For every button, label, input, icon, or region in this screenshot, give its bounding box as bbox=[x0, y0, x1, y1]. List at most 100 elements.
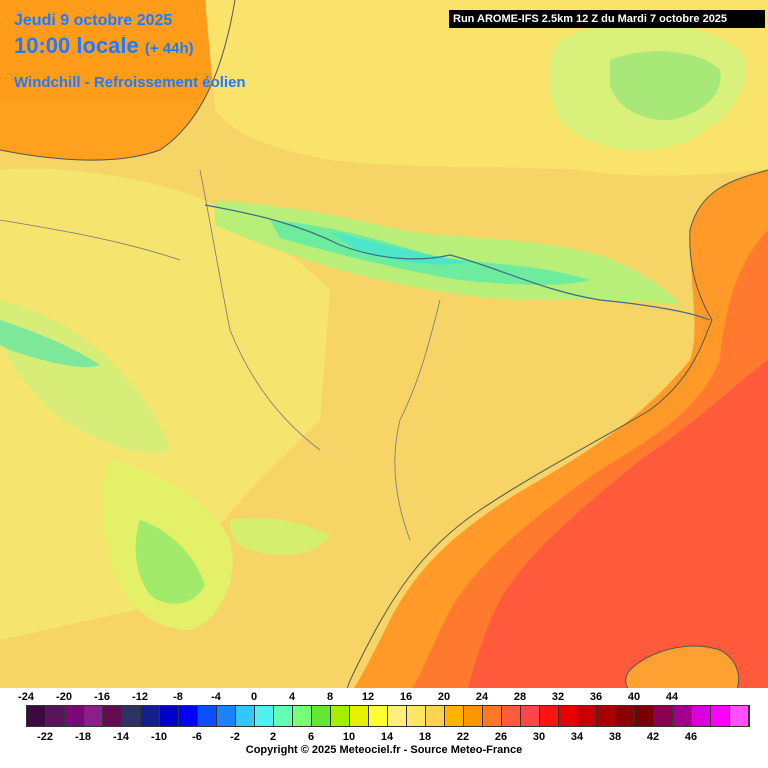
legend-bottom-label: 22 bbox=[456, 731, 470, 743]
legend-top-label: 8 bbox=[326, 691, 334, 703]
legend-bottom-label: 38 bbox=[608, 731, 622, 743]
legend-top-label: 4 bbox=[288, 691, 296, 703]
legend-swatch bbox=[46, 706, 65, 726]
legend-swatch bbox=[483, 706, 502, 726]
iberian-range-core bbox=[135, 520, 205, 604]
legend-top-label: -8 bbox=[173, 691, 183, 703]
legend-swatch bbox=[502, 706, 521, 726]
legend-top-label: -4 bbox=[211, 691, 221, 703]
atlantic-coastline bbox=[0, 0, 236, 161]
legend-top-label: 32 bbox=[551, 691, 565, 703]
legend-bottom-label: 18 bbox=[418, 731, 432, 743]
legend-swatch bbox=[236, 706, 255, 726]
mediterranean-warm bbox=[465, 360, 768, 700]
copyright-text: Copyright © 2025 Meteociel.fr - Source M… bbox=[245, 744, 523, 756]
forecast-time: 10:00 locale (+ 44h) bbox=[14, 33, 194, 59]
legend-top-label: 24 bbox=[475, 691, 489, 703]
legend-bottom-label: 34 bbox=[570, 731, 584, 743]
legend-swatch bbox=[654, 706, 673, 726]
legend-swatch bbox=[597, 706, 616, 726]
legend-top-label: -20 bbox=[56, 691, 72, 703]
legend-top-label: 36 bbox=[589, 691, 603, 703]
legend-bottom-label: 2 bbox=[269, 731, 277, 743]
legend-bottom-label: 10 bbox=[342, 731, 356, 743]
legend-bottom-label: 26 bbox=[494, 731, 508, 743]
legend-swatch bbox=[141, 706, 160, 726]
mediterranean-coastline bbox=[344, 169, 768, 701]
legend-top-label: 28 bbox=[513, 691, 527, 703]
legend-swatch bbox=[217, 706, 236, 726]
legend-top-label: 16 bbox=[399, 691, 413, 703]
run-info-label: Run AROME-IFS 2.5km 12 Z du Mardi 7 octo… bbox=[453, 13, 728, 25]
legend-swatch bbox=[27, 706, 46, 726]
parameter-title: Windchill - Refroissement éolien bbox=[14, 74, 246, 91]
legend-bottom-label: 6 bbox=[307, 731, 315, 743]
forecast-time-value: 10:00 locale bbox=[14, 33, 139, 58]
legend-bottom-label: 14 bbox=[380, 731, 394, 743]
pyrenees-cold-core bbox=[270, 220, 590, 285]
legend-swatch bbox=[692, 706, 711, 726]
legend-swatch bbox=[616, 706, 635, 726]
legend-swatch bbox=[540, 706, 559, 726]
legend-color-scale bbox=[26, 705, 750, 727]
legend-top-label: 12 bbox=[361, 691, 375, 703]
legend-bottom-label: 46 bbox=[684, 731, 698, 743]
pyrenees-peak-core bbox=[330, 232, 470, 265]
legend-swatch bbox=[160, 706, 179, 726]
legend-swatch bbox=[426, 706, 445, 726]
legend-swatch bbox=[84, 706, 103, 726]
legend-swatch bbox=[331, 706, 350, 726]
legend-swatch bbox=[578, 706, 597, 726]
legend-swatch bbox=[445, 706, 464, 726]
legend-top-label: 44 bbox=[665, 691, 679, 703]
legend-swatch bbox=[293, 706, 312, 726]
legend-top-label: -24 bbox=[18, 691, 34, 703]
legend-swatch bbox=[369, 706, 388, 726]
pyrenees-border bbox=[204, 204, 711, 321]
legend-swatch bbox=[464, 706, 483, 726]
central-green-patch bbox=[229, 518, 330, 555]
legend-swatch bbox=[179, 706, 198, 726]
run-info-box: Run AROME-IFS 2.5km 12 Z du Mardi 7 octo… bbox=[449, 10, 765, 28]
legend-swatch bbox=[255, 706, 274, 726]
legend-bottom-label: -18 bbox=[75, 731, 91, 743]
legend-swatch bbox=[103, 706, 122, 726]
legend-bottom-label: -10 bbox=[151, 731, 167, 743]
legend-bottom-label: -14 bbox=[113, 731, 129, 743]
legend-swatch bbox=[521, 706, 540, 726]
legend-swatch bbox=[673, 706, 692, 726]
legend-swatch bbox=[274, 706, 293, 726]
legend-top-label: 0 bbox=[250, 691, 258, 703]
legend-swatch bbox=[198, 706, 217, 726]
legend-swatch bbox=[635, 706, 654, 726]
legend-bottom-label: -22 bbox=[37, 731, 53, 743]
legend-swatch bbox=[350, 706, 369, 726]
legend-top-label: -12 bbox=[132, 691, 148, 703]
balearic-island bbox=[625, 646, 739, 700]
legend-top-label: -16 bbox=[94, 691, 110, 703]
forecast-date: Jeudi 9 octobre 2025 bbox=[14, 12, 173, 29]
legend-top-label: 20 bbox=[437, 691, 451, 703]
upland-green-core bbox=[610, 51, 721, 121]
region-border-1 bbox=[394, 299, 441, 541]
legend-bottom-label: 42 bbox=[646, 731, 660, 743]
legend-swatch bbox=[122, 706, 141, 726]
legend-swatch bbox=[730, 706, 749, 726]
forecast-offset: (+ 44h) bbox=[144, 40, 194, 57]
legend-bottom-label: 30 bbox=[532, 731, 546, 743]
cantabrian-cold-band bbox=[0, 320, 100, 368]
color-legend: -24 -20 -16 -12 -8 -4 0 4 8 12 16 20 24 28 32 36 40 44 -2… bbox=[0, 688, 768, 768]
region-border-3 bbox=[0, 219, 181, 261]
legend-swatch bbox=[559, 706, 578, 726]
legend-bottom-label: -2 bbox=[230, 731, 240, 743]
legend-top-label: 40 bbox=[627, 691, 641, 703]
legend-swatch bbox=[312, 706, 331, 726]
region-border-2 bbox=[199, 169, 321, 451]
legend-swatch bbox=[388, 706, 407, 726]
biscay-sea-deep bbox=[0, 0, 235, 100]
iberia-west-zone bbox=[0, 168, 330, 640]
legend-swatch bbox=[65, 706, 84, 726]
legend-bottom-label: -6 bbox=[192, 731, 202, 743]
